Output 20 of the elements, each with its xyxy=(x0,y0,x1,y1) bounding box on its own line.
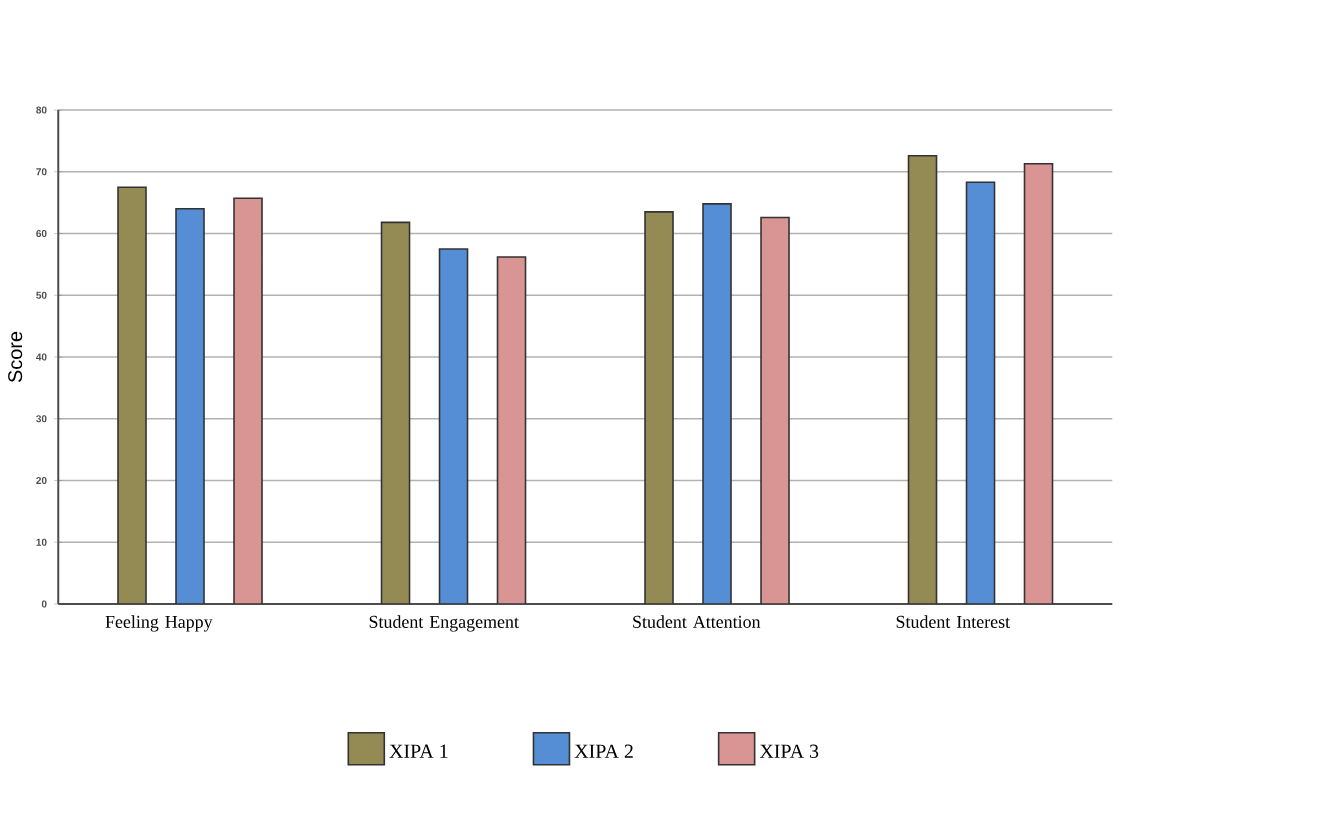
bar xyxy=(380,221,411,604)
bar xyxy=(117,186,147,604)
x-tick-label: Student Interest xyxy=(896,615,1010,628)
x-tick-label: Feeling Happy xyxy=(105,615,213,632)
bar xyxy=(438,248,469,604)
bar xyxy=(1023,162,1054,604)
bar xyxy=(175,208,205,604)
bar xyxy=(907,154,938,604)
legend-label: XIPA 2 xyxy=(574,744,633,758)
bar xyxy=(496,256,527,604)
bar xyxy=(760,216,790,604)
x-tick-label: Student Engagement xyxy=(369,615,519,632)
y-axis-title: Score xyxy=(8,331,23,383)
legend-label: XIPA 1 xyxy=(389,744,448,758)
bar xyxy=(233,197,263,604)
bar xyxy=(965,181,996,604)
legend-label: XIPA 3 xyxy=(759,744,819,758)
x-tick-label: Student Attention xyxy=(633,615,761,628)
bar xyxy=(702,203,732,604)
bar xyxy=(644,211,674,604)
